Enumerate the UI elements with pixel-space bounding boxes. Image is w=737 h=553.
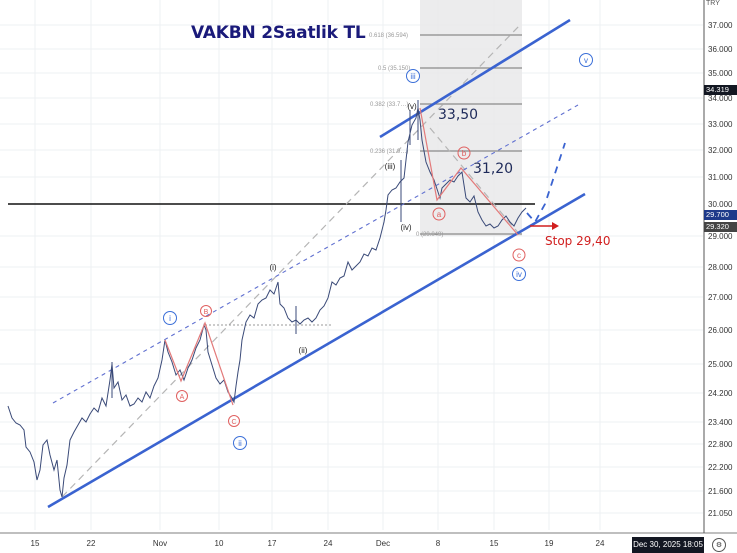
svg-text:31.000: 31.000 (708, 173, 733, 182)
stop-arrow[interactable] (530, 222, 559, 230)
lower-channel-line[interactable] (47, 192, 586, 509)
svg-text:34.000: 34.000 (708, 94, 733, 103)
price-badge-marker: 34.319 (704, 85, 737, 95)
svg-text:iv: iv (516, 270, 522, 279)
price-badge-prev: 29.320 (704, 222, 737, 232)
svg-text:Dec: Dec (376, 539, 390, 548)
svg-text:0.236 (31.9…): 0.236 (31.9…) (370, 149, 408, 155)
fib-zone[interactable] (420, 0, 522, 236)
upper-channel-line[interactable] (379, 18, 571, 139)
projected-path[interactable] (526, 142, 566, 224)
svg-text:29.000: 29.000 (708, 232, 733, 241)
svg-text:22.200: 22.200 (708, 463, 733, 472)
svg-text:23.400: 23.400 (708, 418, 733, 427)
svg-text:35.000: 35.000 (708, 69, 733, 78)
svg-text:21.050: 21.050 (708, 509, 733, 518)
svg-text:25.000: 25.000 (708, 360, 733, 369)
svg-text:15: 15 (31, 539, 40, 548)
svg-text:0.382 (33.7…): 0.382 (33.7…) (370, 102, 408, 108)
gear-icon[interactable]: ⚙ (712, 538, 726, 552)
chart-title: VAKBN 2Saatlik TL (191, 23, 366, 43)
svg-text:21.600: 21.600 (708, 487, 733, 496)
svg-text:0.5 (35.150): 0.5 (35.150) (378, 66, 410, 72)
svg-text:v: v (584, 56, 588, 65)
wave-labels: i ii iii iv v A B C a b c (i) (ii) (iii)… (163, 53, 593, 450)
svg-text:19: 19 (545, 539, 554, 548)
svg-text:(iii): (iii) (385, 162, 396, 171)
svg-text:36.000: 36.000 (708, 45, 733, 54)
grid (0, 0, 703, 530)
svg-text:28.000: 28.000 (708, 263, 733, 272)
svg-text:8: 8 (436, 539, 441, 548)
svg-text:24: 24 (324, 539, 333, 548)
svg-text:32.000: 32.000 (708, 146, 733, 155)
price-bars[interactable] (7, 100, 527, 498)
svg-text:26.000: 26.000 (708, 326, 733, 335)
gray-dashed-channel[interactable] (61, 24, 521, 498)
svg-text:i: i (169, 314, 171, 323)
fib-levels[interactable] (420, 34, 522, 235)
price-axis[interactable]: 37.000 36.000 35.000 34.000 33.000 32.00… (708, 21, 733, 518)
svg-text:27.000: 27.000 (708, 293, 733, 302)
svg-text:Nov: Nov (153, 539, 167, 548)
target-label: 33,50 (438, 107, 478, 123)
svg-text:B: B (204, 309, 209, 316)
svg-text:iii: iii (410, 72, 416, 81)
svg-text:0.618 (36.594): 0.618 (36.594) (369, 33, 408, 39)
svg-text:24: 24 (596, 539, 605, 548)
svg-text:15: 15 (490, 539, 499, 548)
svg-text:(v): (v) (407, 102, 417, 111)
svg-text:(i): (i) (269, 263, 276, 272)
svg-text:0 (29.049): 0 (29.049) (416, 232, 443, 238)
wave-b-label: 31,20 (473, 161, 513, 177)
currency-unit[interactable]: TRY (706, 0, 720, 7)
stop-label: Stop 29,40 (545, 234, 610, 248)
svg-text:ii: ii (238, 439, 242, 448)
svg-text:10: 10 (215, 539, 224, 548)
svg-text:30.000: 30.000 (708, 200, 733, 209)
svg-text:37.000: 37.000 (708, 21, 733, 30)
abc-correction-lines[interactable] (164, 107, 519, 406)
svg-text:a: a (437, 210, 442, 219)
svg-text:(ii): (ii) (299, 346, 308, 355)
time-cursor-label: Dec 30, 2025 18:05 (632, 537, 704, 553)
svg-text:(iv): (iv) (400, 223, 411, 232)
svg-text:C: C (231, 419, 236, 426)
svg-text:b: b (462, 149, 467, 158)
svg-text:c: c (517, 251, 521, 260)
svg-text:33.000: 33.000 (708, 120, 733, 129)
fib-labels: 0.618 (36.594) 0.5 (35.150) 0.382 (33.7…… (369, 33, 443, 238)
svg-text:22: 22 (87, 539, 96, 548)
svg-text:24.200: 24.200 (708, 389, 733, 398)
price-badge-last: 29.700 (704, 210, 737, 220)
time-axis[interactable]: 15 22 Nov 10 17 24 Dec 8 15 19 24 (31, 539, 605, 548)
svg-text:A: A (180, 394, 185, 401)
svg-text:17: 17 (268, 539, 277, 548)
svg-text:22.800: 22.800 (708, 440, 733, 449)
